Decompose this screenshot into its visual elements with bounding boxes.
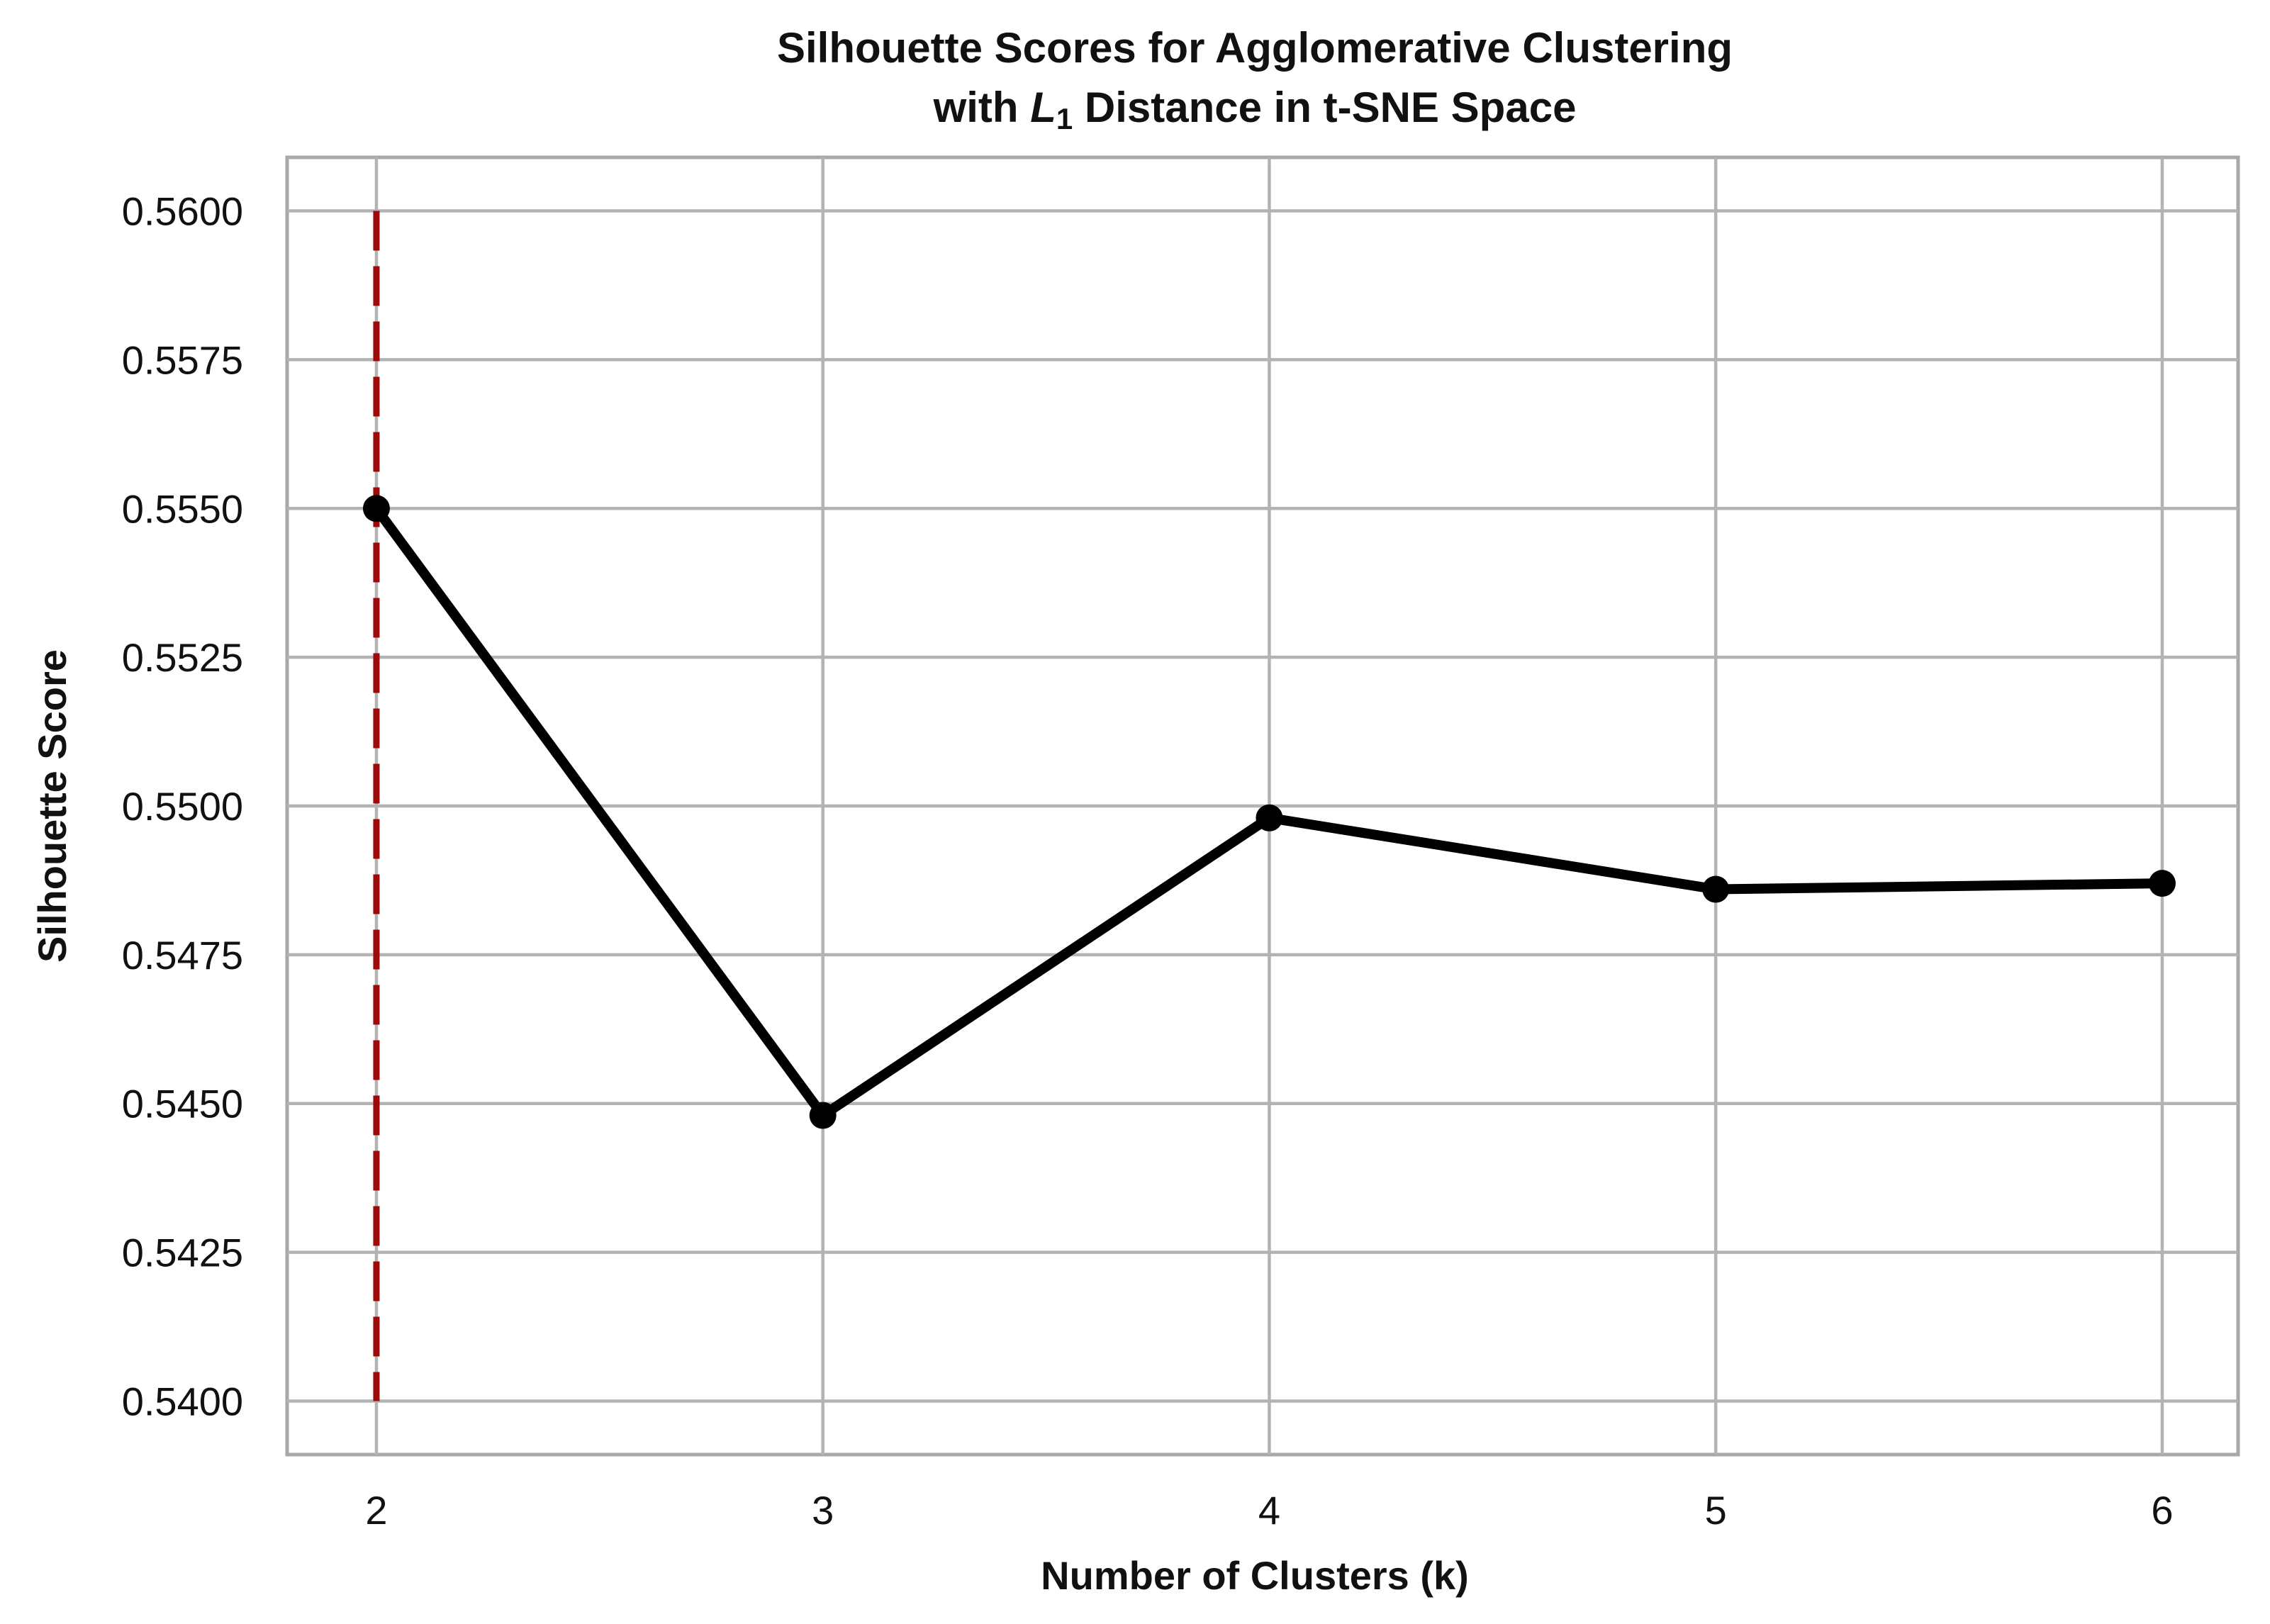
grid-lines <box>287 157 2238 1455</box>
y-tick-label: 0.5575 <box>122 337 243 382</box>
x-tick-label: 2 <box>365 1488 387 1533</box>
y-tick-label: 0.5600 <box>122 189 243 234</box>
x-tick-label: 6 <box>2151 1488 2173 1533</box>
data-point <box>362 495 390 522</box>
y-tick-label: 0.5475 <box>122 933 243 978</box>
chart-title-l-subscript: 1 <box>1056 102 1073 135</box>
x-tick-label: 3 <box>812 1488 834 1533</box>
data-point <box>1702 875 1730 903</box>
chart-title-distance-text: Distance in t-SNE Space <box>1073 84 1576 131</box>
y-tick-label: 0.5400 <box>122 1379 243 1423</box>
chart-title-with: with <box>933 84 1031 131</box>
x-tick-label: 4 <box>1258 1488 1280 1533</box>
chart-title-line-2: with L1 Distance in t-SNE Space <box>933 84 1577 135</box>
y-tick-label: 0.5500 <box>122 784 243 829</box>
y-axis-label: Silhouette Score <box>30 649 74 963</box>
data-point <box>1256 804 1283 831</box>
y-tick-label: 0.5450 <box>122 1082 243 1126</box>
x-tick-label: 5 <box>1705 1488 1727 1533</box>
data-point <box>809 1102 837 1129</box>
chart-title: Silhouette Scores for Agglomerative Clus… <box>777 24 1733 135</box>
data-point <box>2148 870 2176 897</box>
y-axis-ticks: 0.5400 0.5425 0.5450 0.5475 0.5500 0.5525 0.55… <box>122 189 243 1424</box>
y-tick-label: 0.5525 <box>122 635 243 680</box>
x-axis-ticks: 2 3 4 5 6 <box>365 1488 2173 1533</box>
chart-title-l-symbol: L <box>1030 84 1056 131</box>
series-layer <box>362 495 2176 1129</box>
y-tick-label: 0.5425 <box>122 1231 243 1275</box>
x-axis-label: Number of Clusters (k) <box>1041 1553 1469 1598</box>
chart-title-line-1: Silhouette Scores for Agglomerative Clus… <box>777 24 1733 72</box>
y-tick-label: 0.5550 <box>122 486 243 531</box>
